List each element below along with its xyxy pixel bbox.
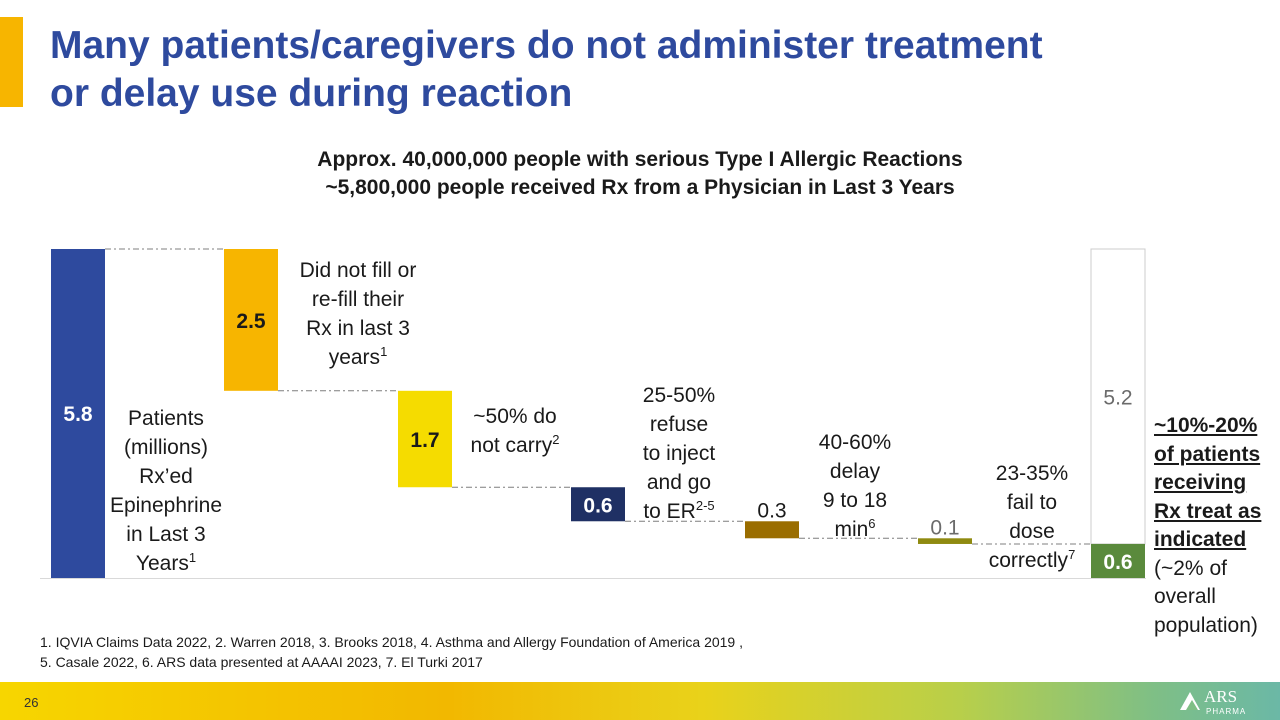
bar-description: 23-35% fail to dose correctly7 [974,459,1090,575]
side-note-line-4: Rx treat as [1154,499,1262,523]
title-line-2: or delay use during reaction [50,72,573,115]
bar-value-label: 0.1 [930,516,959,539]
waterfall-bar [571,487,625,522]
footnote-reference: 2-5 [695,498,715,513]
bar-description-line: 23-35% [995,462,1069,485]
side-note-line-5: indicated [1154,528,1247,551]
title-accent-bar [0,17,23,107]
waterfall-bar [224,249,278,391]
chart-subtitle: Approx. 40,000,000 people with serious T… [140,146,1140,202]
bar-description-line: Rx in last 3 [306,317,410,340]
ars-pharma-logo: ARS PHARMA [1180,687,1246,716]
bar-description-line: not carry2 [470,432,560,457]
bar-description: 25-50% refuse to inject and go to ER2-5 [628,381,730,526]
waterfall-bar [745,521,799,539]
bar-description-line: 40-60% [818,431,892,454]
subtitle-line-1: Approx. 40,000,000 people with serious T… [317,148,963,171]
waterfall-bar [1091,543,1145,578]
bar-value-label: 5.8 [63,403,93,426]
footnotes: 1. IQVIA Claims Data 2022, 2. Warren 201… [40,632,743,672]
bar-description: Did not fill or re-fill their Rx in last 3… [283,256,433,372]
waterfall-bar [918,538,972,544]
bar-description-line: 9 to 18 [822,489,888,512]
bar-description-line: and go [646,471,712,494]
remainder-bar [1090,248,1146,545]
bar-description: Patients (millions) Rx’ed Epinephrine in Las… [108,404,224,578]
side-note-line-8: population) [1154,613,1258,637]
footer-gradient-band [0,682,1280,720]
slide-title: Many patients/caregivers do not administ… [50,22,1210,118]
bar-description: ~50% do not carry2 [455,402,575,460]
bar-description-line: refuse [649,413,709,436]
title-line-1: Many patients/caregivers do not administ… [50,24,1043,67]
bar-description-line: Years1 [135,550,197,575]
bar-description-line: 25-50% [642,384,716,407]
footnote-line-2: 5. Casale 2022, 6. ARS data presented at… [40,654,483,670]
page-number: 26 [24,695,39,710]
bar-description-line: (millions) [124,436,208,459]
bar-description-line: years1 [328,344,388,369]
bar-description-line: correctly7 [988,547,1076,572]
footnote-reference: 7 [1068,547,1076,562]
bar-value-label: 0.6 [583,494,612,517]
bar-description-line: to inject [642,442,716,465]
logo-text-bottom: PHARMA [1206,707,1246,716]
bar-description-line: fail to [1006,491,1058,514]
bar-description-line: min6 [834,516,876,541]
logo-text-top: ARS [1204,687,1237,706]
footnote-reference: 1 [380,344,388,359]
footnote-reference: 2 [552,432,560,447]
bar-value-label: 0.3 [757,499,786,522]
bar-description-line: dose [1009,520,1055,543]
subtitle-line-2: ~5,800,000 people received Rx from a Phy… [325,176,955,199]
footnote-line-1: 1. IQVIA Claims Data 2022, 2. Warren 201… [40,634,743,650]
side-note-line-7: overall [1154,585,1216,608]
side-note-line-1: ~10%-20% [1154,414,1258,437]
side-note: ~10%-20% of patients receiving Rx treat … [1154,412,1280,640]
bar-description-line: Rx’ed [139,465,193,488]
bar-value-label: 2.5 [236,310,266,333]
bar-value-label: 1.7 [410,429,439,452]
bar-description-line: ~50% do [473,405,557,428]
bar-value-label: 0.6 [1103,551,1132,574]
remainder-bar-label: 5.2 [1103,386,1132,409]
bar-description-line: Epinephrine [109,494,223,517]
footnote-reference: 1 [188,550,197,565]
bar-description-line: Patients [128,407,204,430]
bar-description-line: re-fill their [311,288,405,311]
bar-description-line: delay [829,460,881,483]
bar-description-line: in Last 3 [126,523,206,546]
side-note-line-3: receiving [1154,471,1247,494]
footnote-reference: 6 [868,516,876,531]
waterfall-bar [398,390,452,488]
side-note-line-2: of patients [1154,442,1261,466]
bar-description: 40-60% delay 9 to 18 min6 [800,428,910,544]
bar-description-line: Did not fill or [299,259,417,282]
waterfall-bar [51,249,105,578]
side-note-line-6: (~2% of [1154,556,1227,580]
bar-description-line: to ER2-5 [643,498,715,523]
